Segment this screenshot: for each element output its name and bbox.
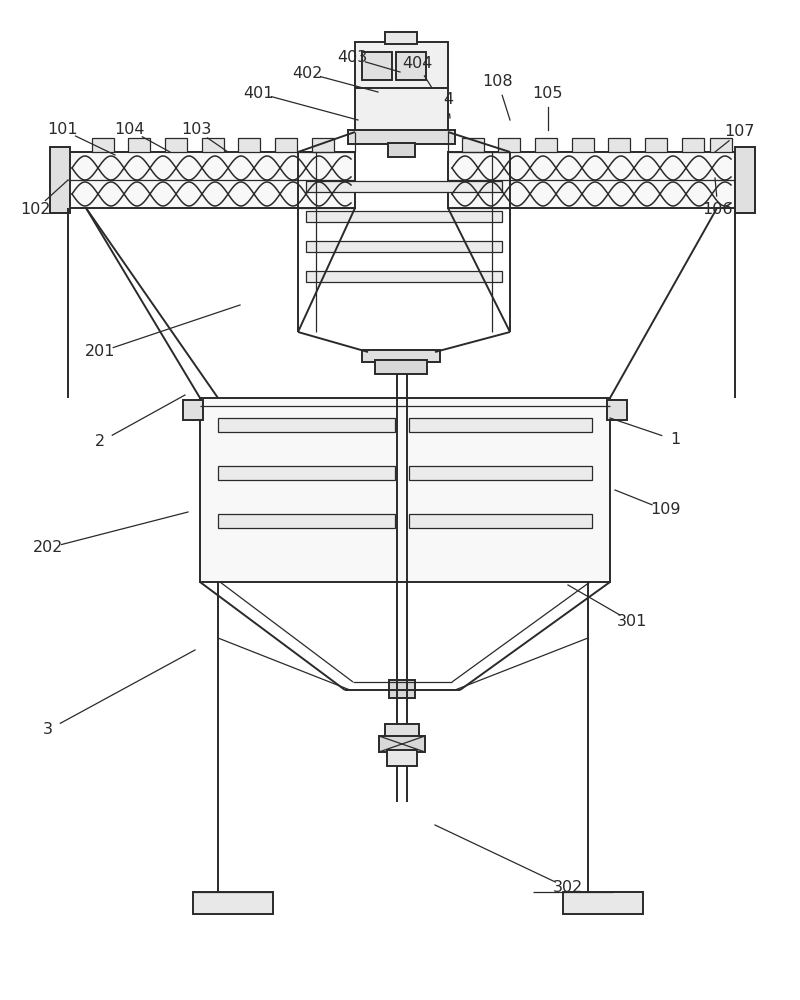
Text: 103: 103 [181,122,211,137]
Text: 202: 202 [33,540,63,556]
Text: 402: 402 [292,66,322,81]
Bar [409,466,592,480]
Bar [128,138,150,152]
Bar [710,138,732,152]
Bar [385,32,417,44]
Text: 301: 301 [617,614,647,630]
Bar [498,138,520,152]
Bar [563,892,643,914]
Bar [218,514,395,528]
Bar [682,138,704,152]
Bar [275,138,297,152]
Text: 1: 1 [670,432,680,448]
Bar [355,42,448,132]
Text: 403: 403 [337,50,367,66]
Bar [348,130,455,144]
Bar [362,52,392,80]
Bar [572,138,594,152]
Bar [388,143,415,157]
Bar [165,138,187,152]
Text: 404: 404 [402,56,432,72]
Bar [202,138,224,152]
Bar [183,400,203,420]
Bar [306,271,502,282]
Bar [608,138,630,152]
Text: 201: 201 [85,344,115,360]
Text: 302: 302 [553,880,583,896]
Text: 101: 101 [48,122,78,137]
Bar [409,514,592,528]
Bar [50,147,70,213]
Text: 105: 105 [533,86,563,101]
Text: 2: 2 [95,434,105,450]
Bar [448,152,735,208]
Bar [385,724,419,738]
Bar [389,680,415,698]
Bar [193,892,273,914]
Bar [645,138,667,152]
Bar [462,138,484,152]
Text: 108: 108 [482,75,514,90]
Bar [68,152,355,208]
Text: 109: 109 [650,502,680,518]
Text: 104: 104 [114,122,146,137]
Bar [396,52,426,80]
Bar [306,211,502,222]
Bar [238,138,260,152]
Text: 4: 4 [443,93,453,107]
Text: 106: 106 [702,202,734,218]
Bar [375,360,427,374]
Text: 3: 3 [43,722,53,738]
Bar [607,400,627,420]
Bar [409,418,592,432]
Bar [362,350,440,362]
Text: 107: 107 [725,124,755,139]
Bar [735,147,755,213]
Bar [312,138,334,152]
Text: 401: 401 [242,86,274,101]
Bar [379,736,425,752]
Bar [92,138,114,152]
Bar [218,418,395,432]
Bar [306,181,502,192]
Bar [306,241,502,252]
Bar [200,398,610,582]
Bar [218,466,395,480]
Bar [535,138,557,152]
Text: 102: 102 [20,202,50,218]
Bar [387,750,417,766]
